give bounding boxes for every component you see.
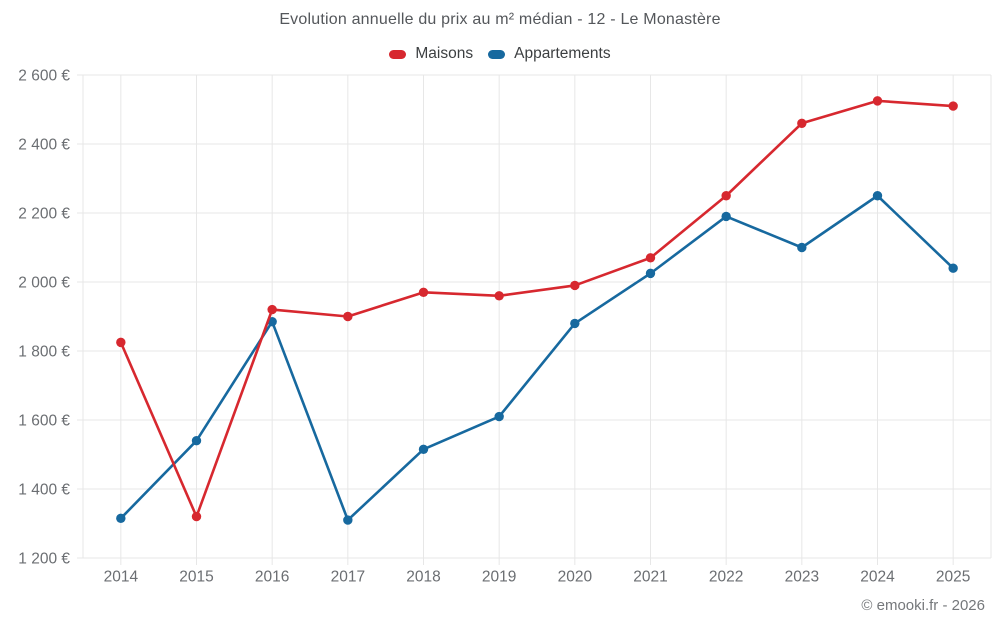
legend-item-appartements[interactable]: Appartements <box>488 45 611 63</box>
data-point-appartements-2021[interactable] <box>645 268 656 279</box>
y-tick-label: 2 000 € <box>18 275 70 292</box>
data-point-appartements-2014[interactable] <box>116 513 126 524</box>
y-tick-label: 2 600 € <box>18 68 70 85</box>
data-point-maisons-2014[interactable] <box>116 337 126 348</box>
data-point-appartements-2018[interactable] <box>418 444 429 455</box>
data-point-maisons-2017[interactable] <box>343 311 353 322</box>
data-point-appartements-2020[interactable] <box>570 318 580 329</box>
x-tick-label: 2018 <box>406 569 440 586</box>
x-tick-label: 2023 <box>785 569 819 586</box>
x-tick-label: 2020 <box>558 569 593 586</box>
data-point-appartements-2023[interactable] <box>797 242 807 253</box>
data-point-maisons-2024[interactable] <box>872 96 883 106</box>
data-point-appartements-2015[interactable] <box>191 436 202 446</box>
appartements-swatch-icon <box>488 49 506 59</box>
y-tick-label: 1 400 € <box>18 482 70 499</box>
y-tick-label: 1 600 € <box>18 413 70 430</box>
data-point-maisons-2016[interactable] <box>267 304 277 315</box>
data-point-appartements-2025[interactable] <box>948 263 958 273</box>
data-point-maisons-2015[interactable] <box>191 511 202 522</box>
data-point-maisons-2023[interactable] <box>797 118 807 128</box>
series-line-maisons <box>119 99 955 518</box>
y-tick-label: 1 800 € <box>18 344 70 361</box>
data-point-maisons-2020[interactable] <box>570 280 580 291</box>
y-tick-label: 2 200 € <box>18 206 70 223</box>
chart-title: Evolution annuelle du prix au m² médian … <box>279 11 721 28</box>
x-tick-label: 2019 <box>482 569 516 586</box>
maisons-swatch-icon <box>389 49 407 59</box>
x-tick-label: 2025 <box>936 569 970 586</box>
data-point-appartements-2022[interactable] <box>721 211 731 222</box>
legend-label-maisons: Maisons <box>415 45 474 62</box>
data-point-maisons-2018[interactable] <box>418 287 429 298</box>
copyright-watermark: © emooki.fr - 2026 <box>861 597 985 614</box>
legend-item-maisons[interactable]: Maisons <box>389 45 473 63</box>
x-tick-label: 2017 <box>331 569 365 586</box>
x-tick-label: 2014 <box>104 569 139 586</box>
x-tick-label: 2016 <box>255 569 289 586</box>
y-tick-label: 1 200 € <box>18 551 70 568</box>
data-point-appartements-2024[interactable] <box>872 191 883 201</box>
x-tick-label: 2022 <box>709 569 743 586</box>
data-point-maisons-2025[interactable] <box>948 101 958 111</box>
data-point-appartements-2017[interactable] <box>343 515 353 525</box>
data-point-maisons-2021[interactable] <box>645 253 656 263</box>
x-tick-label: 2015 <box>179 569 213 586</box>
data-point-maisons-2019[interactable] <box>494 291 504 301</box>
chart-legend: Maisons Appartements <box>0 45 1000 63</box>
y-tick-label: 2 400 € <box>18 137 70 154</box>
data-point-appartements-2019[interactable] <box>494 411 504 422</box>
data-point-maisons-2022[interactable] <box>721 191 731 201</box>
x-tick-label: 2021 <box>633 569 667 586</box>
series-line-appartements <box>119 194 955 522</box>
x-tick-label: 2024 <box>860 569 895 586</box>
legend-label-appartements: Appartements <box>514 45 611 62</box>
